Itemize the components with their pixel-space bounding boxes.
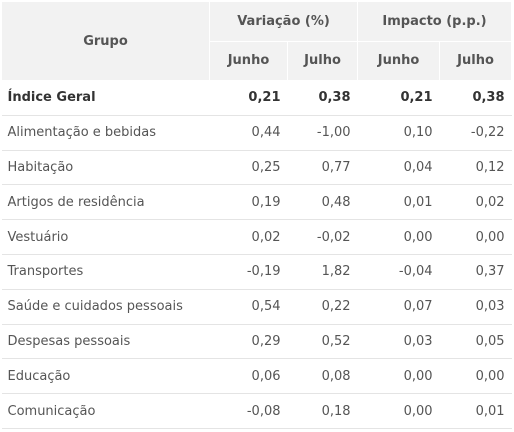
group-name-cell: Artigos de residência xyxy=(1,184,210,221)
variation-july-cell: 0,22 xyxy=(287,289,358,325)
table-row: Transportes -0,19 1,82 -0,04 0,37 xyxy=(1,254,512,290)
variation-june-cell: 0,44 xyxy=(209,115,288,151)
table-row: Vestuário 0,02 -0,02 0,00 0,00 xyxy=(1,219,512,255)
variation-july-header: Julho xyxy=(286,40,359,81)
impact-july-cell: 0,00 xyxy=(439,358,512,395)
group-name-cell: Transportes xyxy=(1,254,210,290)
impact-june-header: Junho xyxy=(357,40,441,81)
group-name-cell: Alimentação e bebidas xyxy=(1,115,210,151)
variation-june-cell: 0,25 xyxy=(209,150,288,186)
group-name-cell: Habitação xyxy=(1,150,210,186)
impact-july-cell: 0,00 xyxy=(439,219,512,255)
variation-june-cell: -0,19 xyxy=(209,254,288,290)
variation-june-cell: 0,19 xyxy=(209,184,288,221)
impact-june-cell: 0,10 xyxy=(357,115,440,151)
impact-june-cell: 0,21 xyxy=(357,80,440,116)
variation-june-cell: 0,21 xyxy=(209,80,288,116)
group-name-cell: Vestuário xyxy=(1,219,210,255)
variation-july-cell: -0,02 xyxy=(287,219,358,255)
group-name-cell: Educação xyxy=(1,358,210,395)
table-row: Despesas pessoais 0,29 0,52 0,03 0,05 xyxy=(1,324,512,360)
impact-column-header: Impacto (p.p.) xyxy=(357,1,513,42)
variation-june-cell: 0,02 xyxy=(209,219,288,255)
table-body: Índice Geral 0,21 0,38 0,21 0,38 Alimentação … xyxy=(1,80,512,429)
impact-june-cell: 0,01 xyxy=(357,184,440,221)
impact-july-cell: 0,37 xyxy=(439,254,512,290)
group-name-cell: Saúde e cuidados pessoais xyxy=(1,289,210,325)
variation-june-cell: -0,08 xyxy=(209,393,288,429)
impact-july-cell: 0,01 xyxy=(439,393,512,429)
table-row: Alimentação e bebidas 0,44 -1,00 0,10 -0,22 xyxy=(1,115,512,151)
table-row: Índice Geral 0,21 0,38 0,21 0,38 xyxy=(1,80,512,116)
impact-july-cell: 0,03 xyxy=(439,289,512,325)
table-row: Artigos de residência 0,19 0,48 0,01 0,02 xyxy=(1,184,512,221)
variation-july-cell: 0,08 xyxy=(287,358,358,395)
variation-june-header: Junho xyxy=(209,40,288,81)
variation-july-cell: -1,00 xyxy=(287,115,358,151)
variation-july-cell: 0,18 xyxy=(287,393,358,429)
variation-column-header: Variação (%) xyxy=(208,1,359,42)
group-name-cell: Comunicação xyxy=(1,393,210,429)
impact-june-cell: 0,04 xyxy=(357,150,440,186)
group-column-header: Grupo xyxy=(1,1,210,81)
variation-july-cell: 0,52 xyxy=(287,324,358,360)
impact-july-cell: 0,02 xyxy=(439,184,512,221)
table-row: Comunicação -0,08 0,18 0,00 0,01 xyxy=(1,393,512,429)
variation-july-cell: 0,77 xyxy=(287,150,358,186)
variation-july-cell: 0,48 xyxy=(287,184,358,221)
impact-july-header: Julho xyxy=(439,40,513,81)
variation-june-cell: 0,54 xyxy=(209,289,288,325)
impact-july-cell: 0,12 xyxy=(439,150,512,186)
impact-july-cell: -0,22 xyxy=(439,115,512,151)
variation-july-cell: 1,82 xyxy=(287,254,358,290)
group-name-cell: Índice Geral xyxy=(1,80,210,116)
impact-june-cell: 0,00 xyxy=(357,219,440,255)
impact-june-cell: -0,04 xyxy=(357,254,440,290)
variation-june-cell: 0,29 xyxy=(209,324,288,360)
impact-july-cell: 0,05 xyxy=(439,324,512,360)
impact-june-cell: 0,00 xyxy=(357,393,440,429)
group-name-cell: Despesas pessoais xyxy=(1,324,210,360)
table-row: Saúde e cuidados pessoais 0,54 0,22 0,07 0,0… xyxy=(1,289,512,325)
impact-june-cell: 0,00 xyxy=(357,358,440,395)
variation-june-cell: 0,06 xyxy=(209,358,288,395)
table-row: Educação 0,06 0,08 0,00 0,00 xyxy=(1,358,512,395)
impact-june-cell: 0,03 xyxy=(357,324,440,360)
table-row: Habitação 0,25 0,77 0,04 0,12 xyxy=(1,150,512,186)
variation-july-cell: 0,38 xyxy=(287,80,358,116)
impact-june-cell: 0,07 xyxy=(357,289,440,325)
impact-july-cell: 0,38 xyxy=(439,80,512,116)
